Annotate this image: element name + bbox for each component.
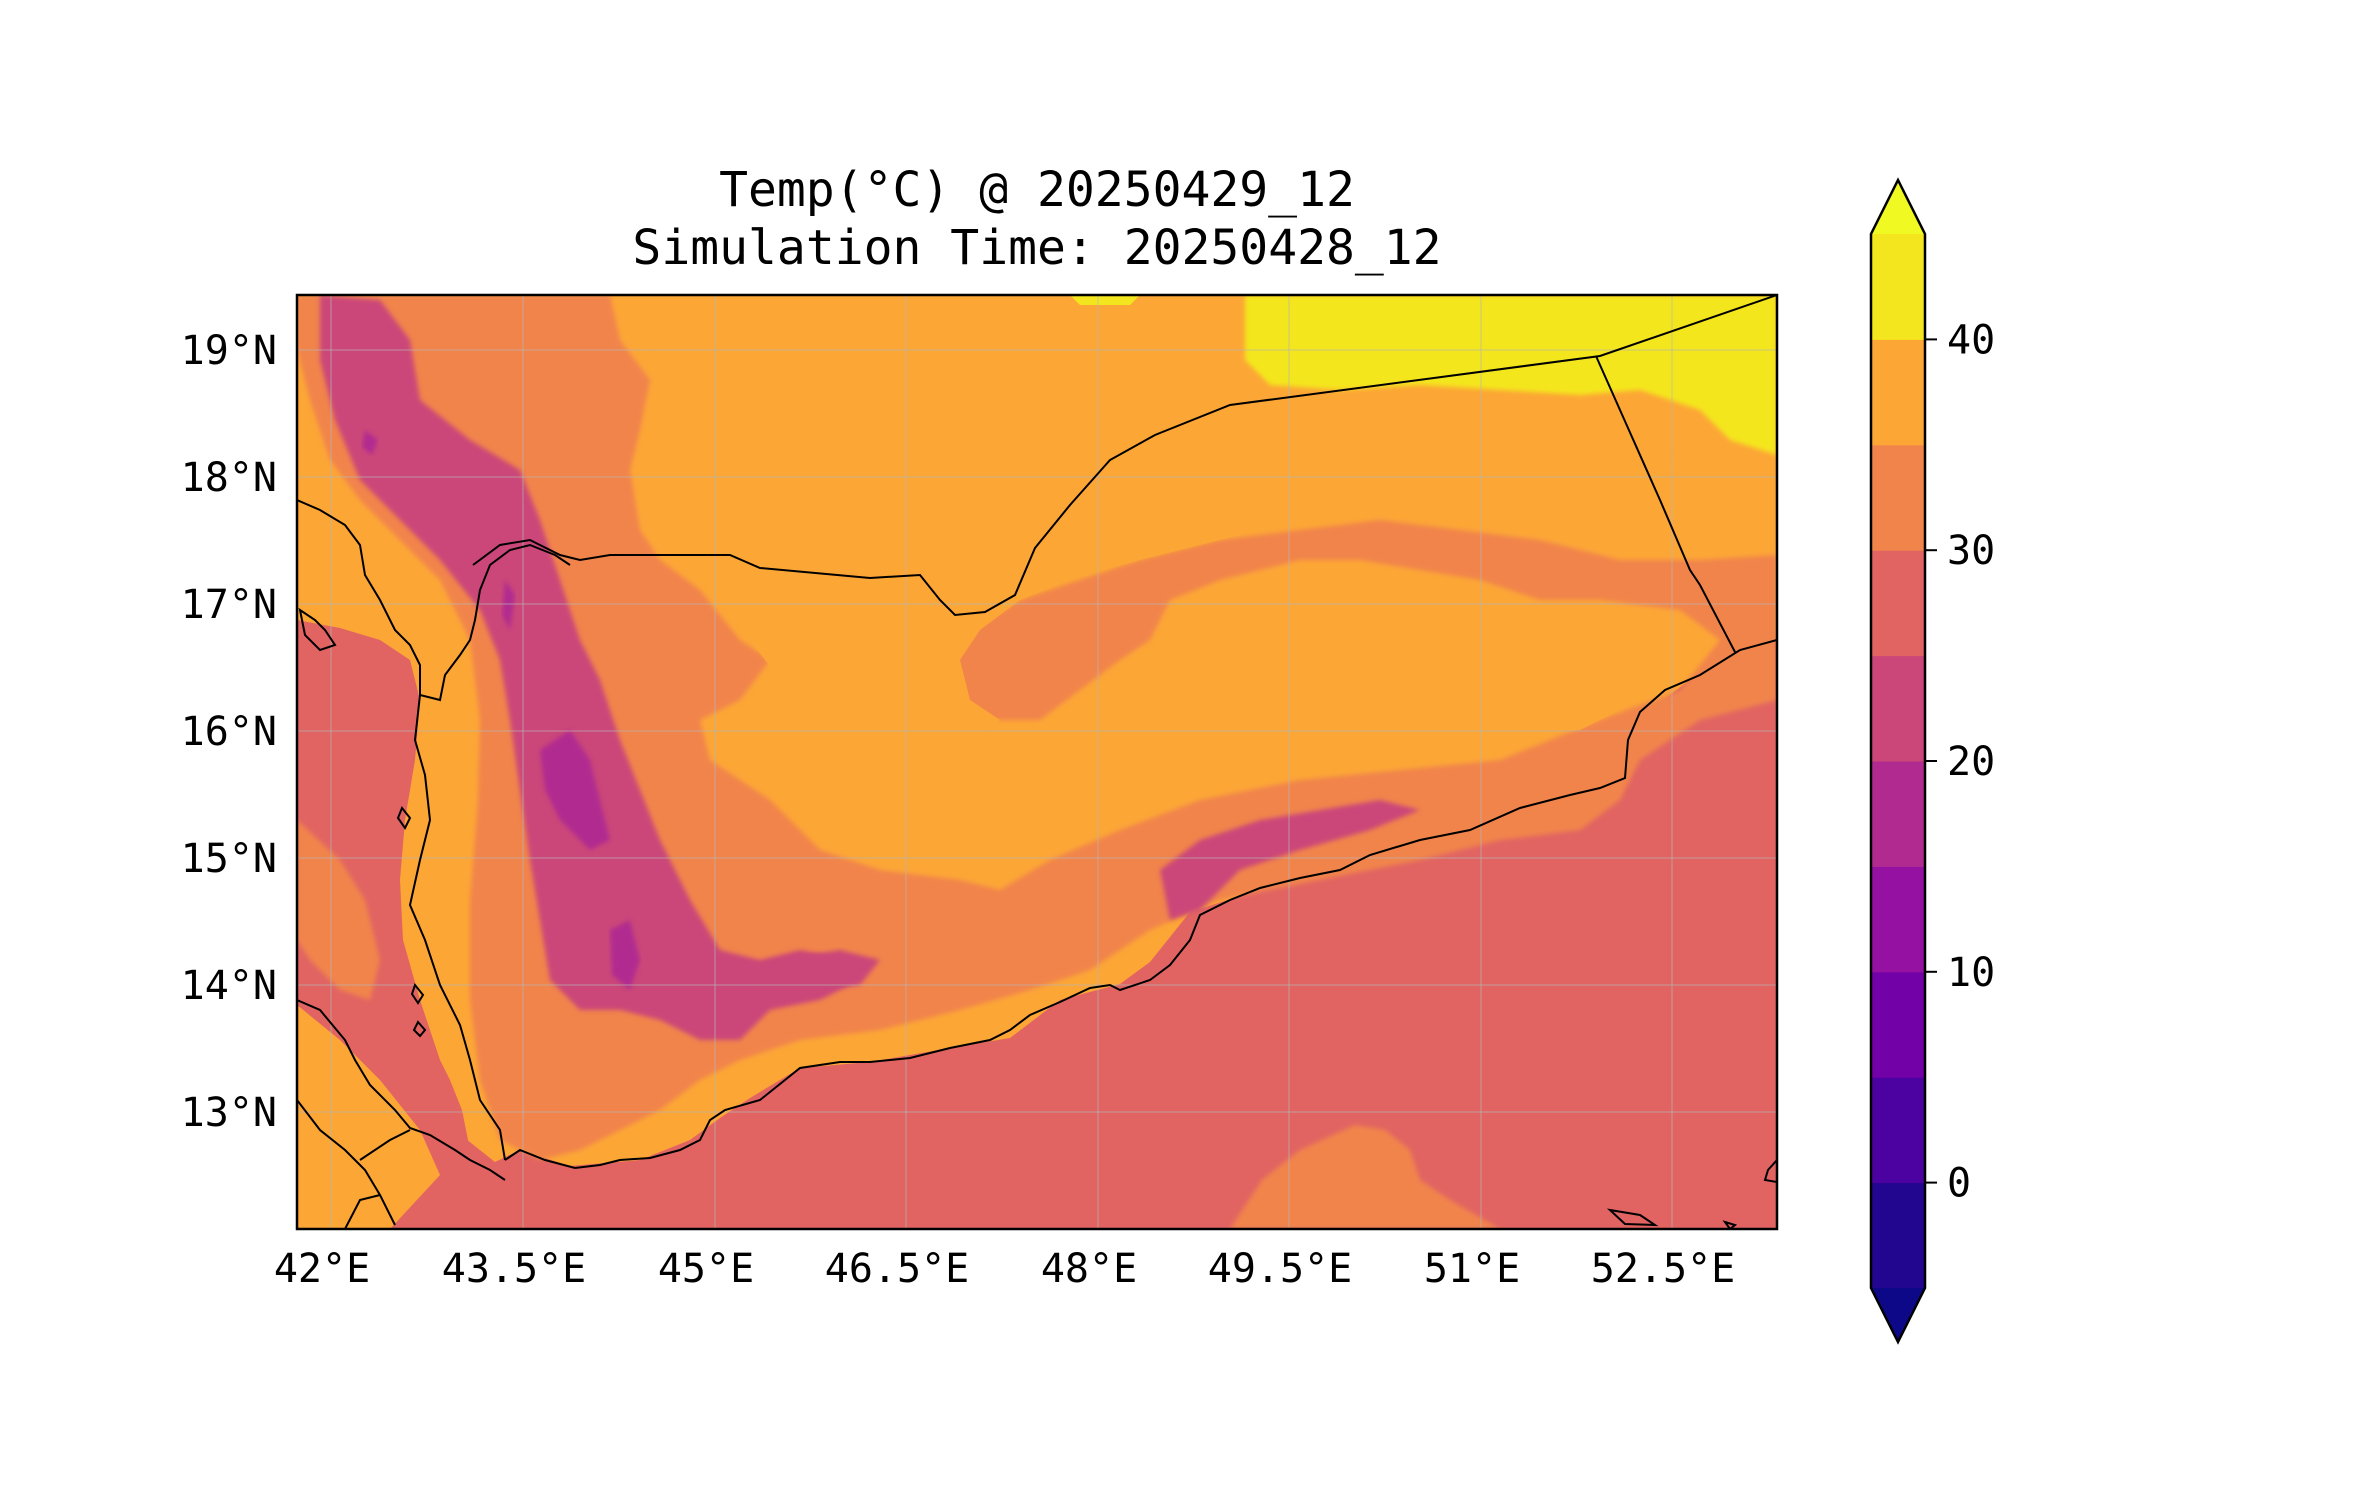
lat-tick-labels: 19°N 18°N 17°N 16°N 15°N 14°N 13°N (181, 328, 277, 1136)
colorbar-over-extension (1871, 180, 1925, 234)
lat-tick-18: 18°N (181, 455, 277, 501)
sea-south (297, 638, 1777, 1229)
colorbar-tick-label: 20 (1947, 739, 1995, 785)
colorbar-tick-label: 10 (1947, 950, 1995, 996)
colorbar-ticks: 0 10 20 30 40 (1925, 317, 1995, 1207)
map-panel: 42°E 43.5°E 45°E 46.5°E 48°E 49.5°E 51°E… (181, 293, 1779, 1292)
lon-tick-49-5: 49.5°E (1208, 1246, 1353, 1292)
colorbar-band (1871, 444, 1925, 551)
lat-tick-14: 14°N (181, 963, 277, 1009)
coastline-africa (297, 999, 506, 1181)
coastline-arabia-west (297, 499, 571, 702)
map-title-line-1: Temp(°C) @ 20250429_12 (719, 162, 1355, 218)
band-extreme (1245, 295, 1777, 455)
band-highlands-south (730, 950, 880, 1000)
lon-tick-48: 48°E (1041, 1246, 1137, 1292)
band-interior-east2 (1060, 760, 1170, 800)
colorbar-band (1871, 971, 1925, 1078)
sea-red (297, 620, 470, 1160)
colorbar-band (1871, 1077, 1925, 1184)
band-peaks-2 (610, 920, 640, 990)
lon-tick-45: 45°E (658, 1246, 754, 1292)
colorbar-tick-label: 30 (1947, 528, 1995, 574)
band-peaks (540, 730, 610, 850)
coast-east-fragment (1763, 1159, 1777, 1183)
band-extreme-fleck (1070, 295, 1140, 305)
sea-africa-warm (297, 1005, 440, 1229)
band-tihama (420, 560, 520, 1150)
temperature-field (297, 295, 1777, 1229)
lon-tick-43-5: 43.5°E (442, 1246, 587, 1292)
lon-tick-51: 51°E (1424, 1246, 1520, 1292)
colorbar-band (1871, 655, 1925, 762)
band-peaks-4 (362, 430, 378, 455)
band-interior-east (1440, 670, 1620, 735)
island-abd-al-kuri (1722, 1220, 1738, 1229)
coastline-arabia-red-sea (408, 694, 506, 1161)
coastlines-borders (297, 295, 1777, 1229)
sea-warm-patch (1230, 1125, 1500, 1229)
islands-farasan (298, 607, 337, 652)
border-eritrea-djibouti (297, 1099, 396, 1226)
lat-tick-19: 19°N (181, 328, 277, 374)
band-interior-hot (620, 295, 1700, 780)
lat-tick-13: 13°N (181, 1090, 277, 1136)
lat-tick-17: 17°N (181, 582, 277, 628)
colorbar-band (1871, 234, 1925, 340)
colorbar-band (1871, 339, 1925, 446)
coastline-south (504, 639, 1777, 1170)
band-highlands (320, 295, 860, 1040)
border-djibouti (344, 1194, 381, 1229)
border-saudi-yemen (472, 295, 1777, 617)
lon-tick-42: 42°E (274, 1246, 370, 1292)
sea-red-warm (297, 820, 380, 1000)
band-highlands-east (1160, 800, 1420, 920)
colorbar-band (1871, 761, 1925, 867)
colorbar-outline (1869, 177, 1927, 1345)
colorbar-under-extension (1871, 1288, 1925, 1342)
colorbar-bands (1871, 234, 1925, 1289)
lat-tick-15: 15°N (181, 836, 277, 882)
border-oman-yemen (1595, 355, 1736, 653)
lon-tick-46-5: 46.5°E (825, 1246, 970, 1292)
colorbar-band (1871, 1182, 1925, 1289)
colorbar-tick-label: 40 (1947, 317, 1995, 363)
gridlines (297, 295, 1777, 1229)
colorbar-band (1871, 550, 1925, 657)
island-socotra-west (1606, 1208, 1659, 1227)
lon-tick-52-5: 52.5°E (1591, 1246, 1736, 1292)
lat-tick-16: 16°N (181, 709, 277, 755)
map-frame (295, 293, 1779, 1231)
islands-kamaran (396, 806, 412, 830)
map-title-line-2: Simulation Time: 20250428_12 (632, 220, 1442, 276)
colorbar-band (1871, 866, 1925, 973)
islands-hanish (410, 982, 427, 1038)
border-eritrea-inland (359, 1129, 411, 1161)
colorbar-tick-label: 0 (1947, 1161, 1971, 1207)
colorbar: 0 10 20 30 40 (1869, 177, 1995, 1345)
lon-tick-labels: 42°E 43.5°E 45°E 46.5°E 48°E 49.5°E 51°E… (274, 1246, 1735, 1292)
band-peaks-3 (502, 580, 515, 630)
